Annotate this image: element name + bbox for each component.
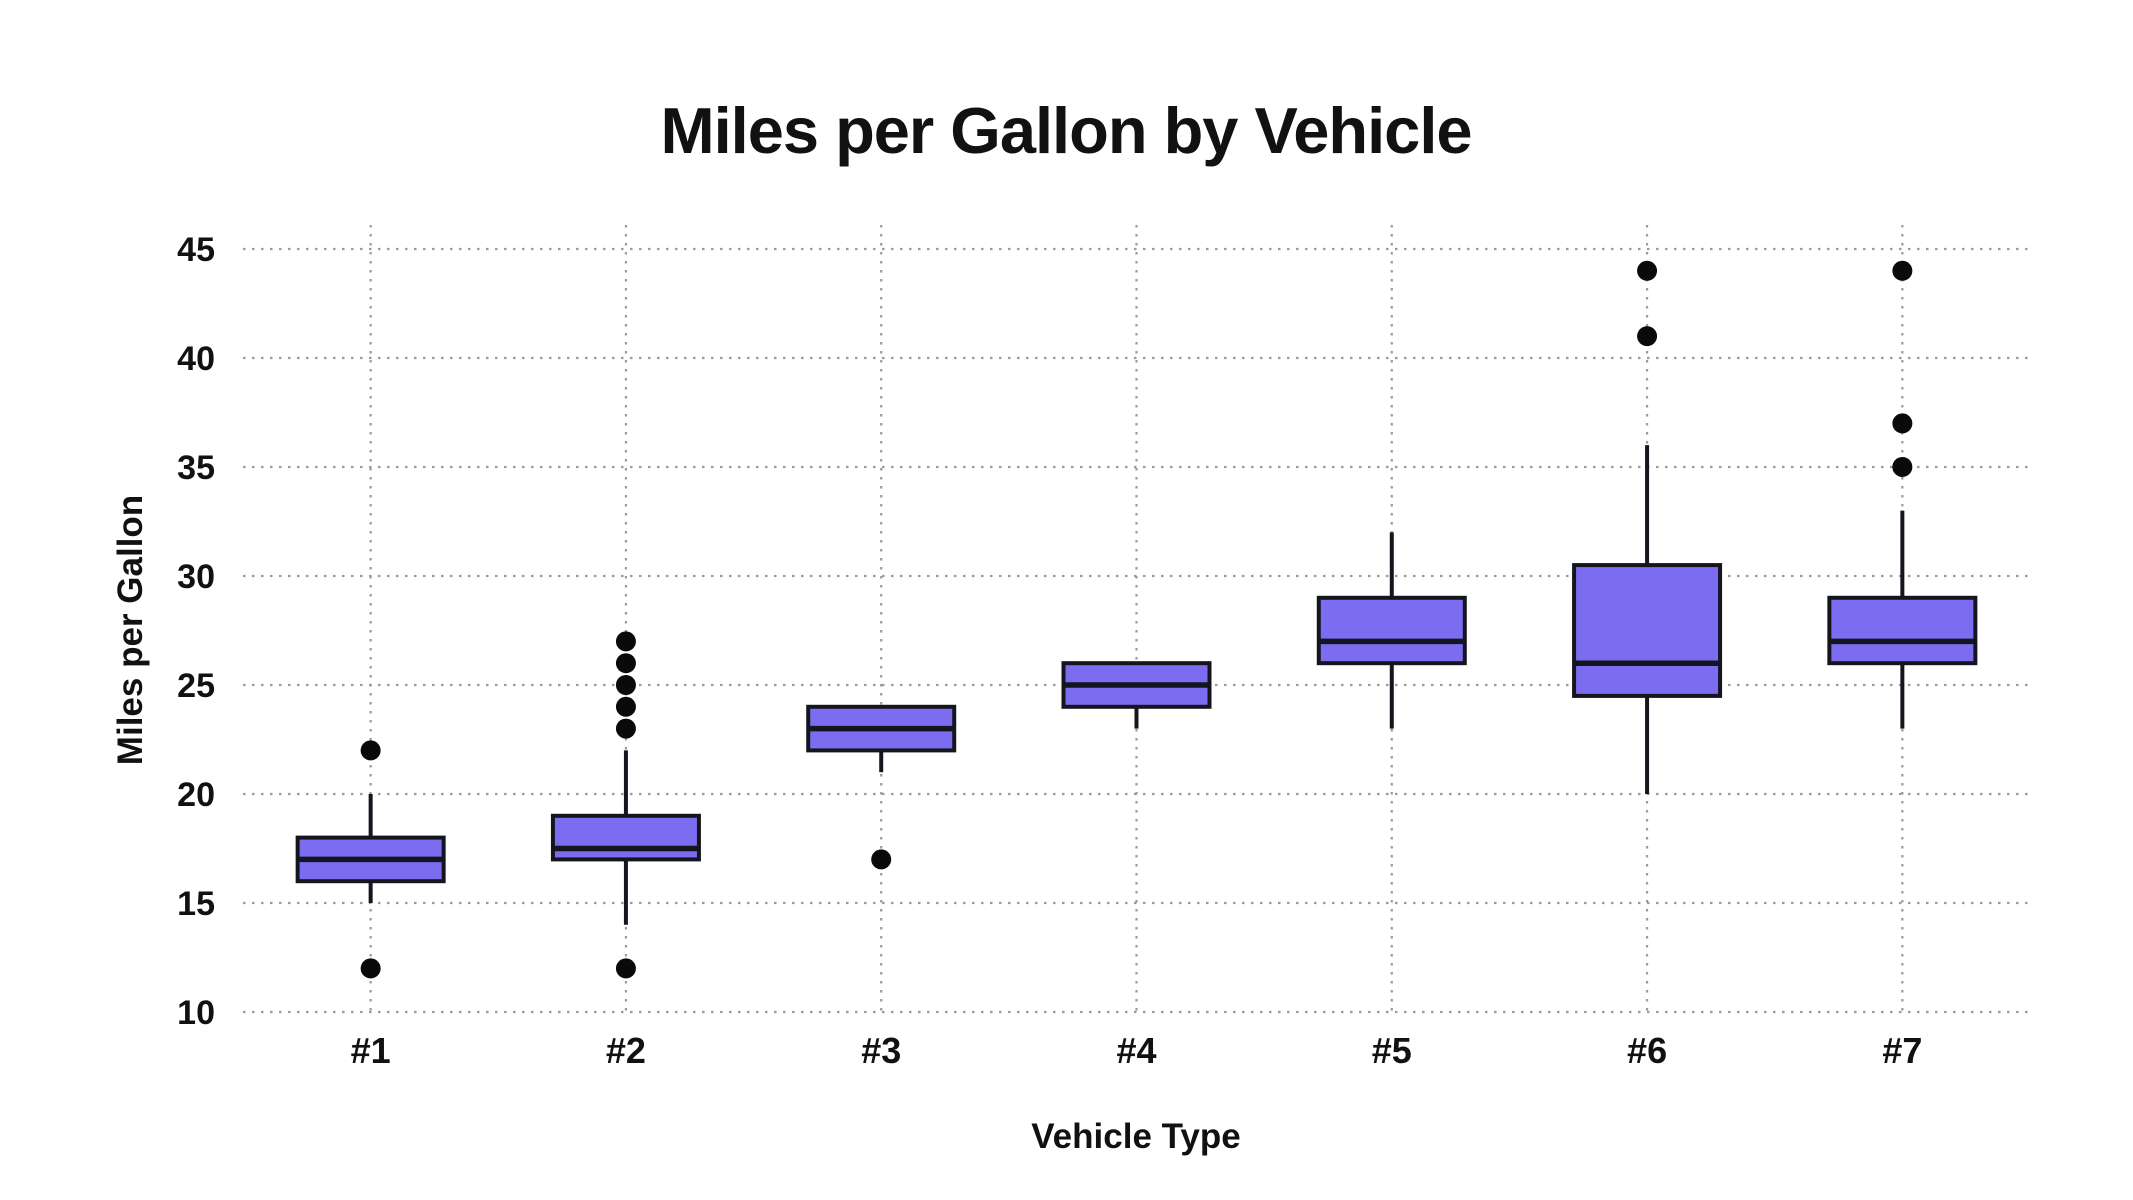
outlier-dot xyxy=(1892,413,1913,434)
box-#2 xyxy=(550,813,701,862)
y-tick-label: 40 xyxy=(177,340,215,378)
y-tick-label: 20 xyxy=(177,776,215,814)
box-#6 xyxy=(1572,563,1723,698)
y-tick-label: 15 xyxy=(177,885,215,923)
outlier-dot xyxy=(360,958,381,979)
boxes-group xyxy=(295,260,1978,979)
x-axis-title: Vehicle Type xyxy=(1031,1117,1240,1156)
y-tick-label: 45 xyxy=(177,231,215,269)
outlier-dot xyxy=(615,631,636,652)
x-tick-label: #5 xyxy=(1372,1030,1412,1071)
outlier-dot xyxy=(1637,260,1658,281)
outlier-dot xyxy=(615,696,636,717)
outlier-dot xyxy=(360,740,381,761)
y-tick-label: 25 xyxy=(177,667,215,705)
gridlines-group xyxy=(243,225,2030,1014)
y-tick-label: 35 xyxy=(177,449,215,487)
outlier-dot xyxy=(871,849,892,870)
y-tick-label: 10 xyxy=(177,994,215,1032)
box-#7 xyxy=(1827,595,1978,666)
x-tick-label: #1 xyxy=(351,1030,391,1071)
x-tick-label: #2 xyxy=(606,1030,646,1071)
outlier-dot xyxy=(1637,326,1658,347)
outlier-dot xyxy=(615,653,636,674)
chart-title: Miles per Gallon by Vehicle xyxy=(660,94,1471,167)
x-tick-label: #6 xyxy=(1627,1030,1667,1071)
outlier-dot xyxy=(1892,260,1913,281)
x-tick-label: #3 xyxy=(861,1030,901,1071)
outlier-dot xyxy=(615,718,636,739)
outlier-dot xyxy=(1892,456,1913,477)
axis-labels-group: 10 15 20 25 30 35 40 45 #1 #2 #3 #4 #5 #6 #7 xyxy=(177,231,1922,1071)
x-tick-label: #4 xyxy=(1116,1030,1156,1071)
outlier-dot xyxy=(615,958,636,979)
box-#5 xyxy=(1316,595,1467,666)
outlier-dot xyxy=(615,674,636,695)
y-axis-title: Miles per Gallon xyxy=(111,495,150,765)
x-tick-label: #7 xyxy=(1882,1030,1922,1071)
y-tick-label: 30 xyxy=(177,558,215,596)
